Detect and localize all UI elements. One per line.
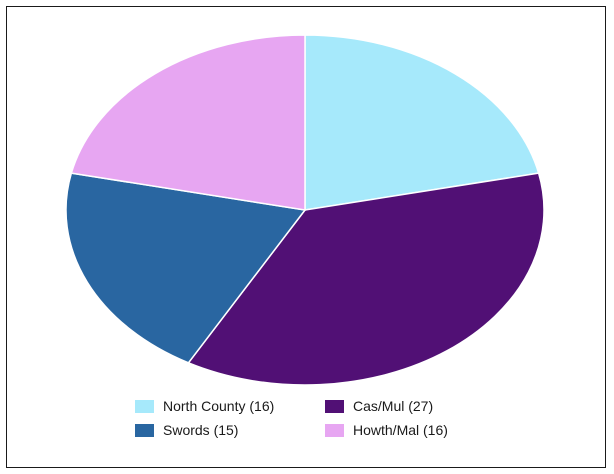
legend-label-cas-mul: Cas/Mul (27) (353, 398, 434, 414)
legend-label-swords: Swords (15) (163, 422, 239, 438)
pie-slice-north-county (304, 34, 540, 211)
legend-item-howth-mal: Howth/Mal (16) (325, 422, 475, 438)
pie-slice-howth-mal (70, 34, 306, 211)
legend-swatch-swords (135, 423, 154, 437)
legend-swatch-north-county (135, 399, 154, 413)
legend-swatch-howth-mal (325, 423, 344, 437)
legend-label-north-county: North County (16) (163, 398, 275, 414)
legend-item-north-county: North County (16) (135, 398, 325, 414)
pie-slice-cas-mul (187, 172, 545, 386)
pie-slice-swords (65, 172, 307, 364)
legend-item-swords: Swords (15) (135, 422, 325, 438)
legend-swatch-cas-mul (325, 399, 344, 413)
legend-label-howth-mal: Howth/Mal (16) (353, 422, 448, 438)
legend-item-cas-mul: Cas/Mul (27) (325, 398, 475, 414)
legend: North County (16) Cas/Mul (27) Swords (1… (135, 398, 475, 438)
